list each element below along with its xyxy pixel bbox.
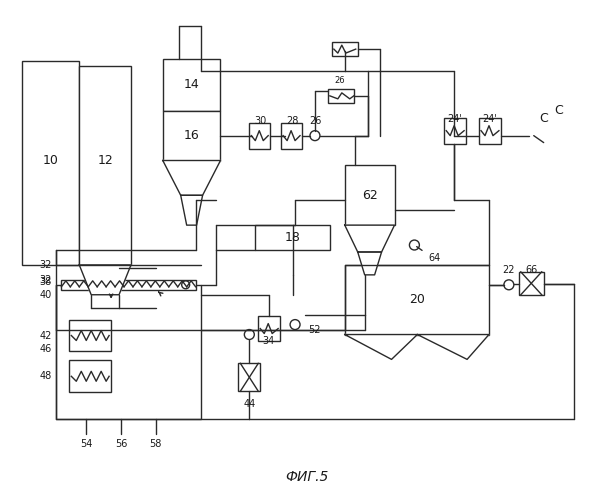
Bar [255,225,330,250]
Text: 64: 64 [428,253,440,263]
Polygon shape [163,160,220,196]
Polygon shape [181,196,203,225]
Text: 44: 44 [243,399,255,409]
Bar [519,272,543,294]
Polygon shape [418,334,489,359]
Bar [345,265,489,334]
Text: 46: 46 [39,344,52,354]
Bar [479,118,501,144]
Text: 20: 20 [410,293,426,306]
Polygon shape [358,252,381,275]
Text: 12: 12 [97,154,113,167]
Text: 58: 58 [150,439,162,449]
Polygon shape [79,265,131,294]
Text: 62: 62 [362,189,378,202]
Bar [163,59,220,111]
Text: 56: 56 [115,439,127,449]
Text: 40: 40 [39,290,52,300]
Text: C: C [554,104,563,118]
Bar [345,166,395,225]
Bar [163,111,220,160]
Bar [281,122,302,148]
Polygon shape [345,225,395,252]
Text: 48: 48 [39,372,52,382]
Text: 52: 52 [308,324,321,334]
Text: 66: 66 [526,265,538,275]
Bar [332,42,358,56]
Bar [258,316,280,342]
Text: 54: 54 [80,439,93,449]
Bar [328,89,354,103]
Bar [56,285,201,419]
Polygon shape [345,334,418,359]
Text: 26: 26 [309,116,321,126]
Text: 24': 24' [483,114,497,124]
Bar [249,122,270,148]
Text: 22: 22 [503,265,515,275]
Text: 32: 32 [39,260,52,270]
Text: 32: 32 [39,275,52,285]
Text: 14: 14 [184,78,200,92]
Bar [445,118,466,144]
Bar [79,66,131,265]
Bar [21,61,79,265]
Bar [69,320,111,352]
Bar [69,360,111,392]
Text: 24': 24' [448,114,462,124]
Text: 38: 38 [39,277,52,287]
Text: ФИГ.5: ФИГ.5 [286,470,328,484]
Text: 16: 16 [184,129,200,142]
Text: 28: 28 [286,116,298,126]
Text: 10: 10 [42,154,58,167]
Text: 30: 30 [254,116,266,126]
Text: 34: 34 [262,336,274,346]
Bar [238,364,260,391]
Text: 42: 42 [39,330,52,340]
Text: C: C [539,112,548,125]
Text: 18: 18 [285,230,301,243]
Bar [61,280,196,290]
Text: 26: 26 [335,76,345,86]
